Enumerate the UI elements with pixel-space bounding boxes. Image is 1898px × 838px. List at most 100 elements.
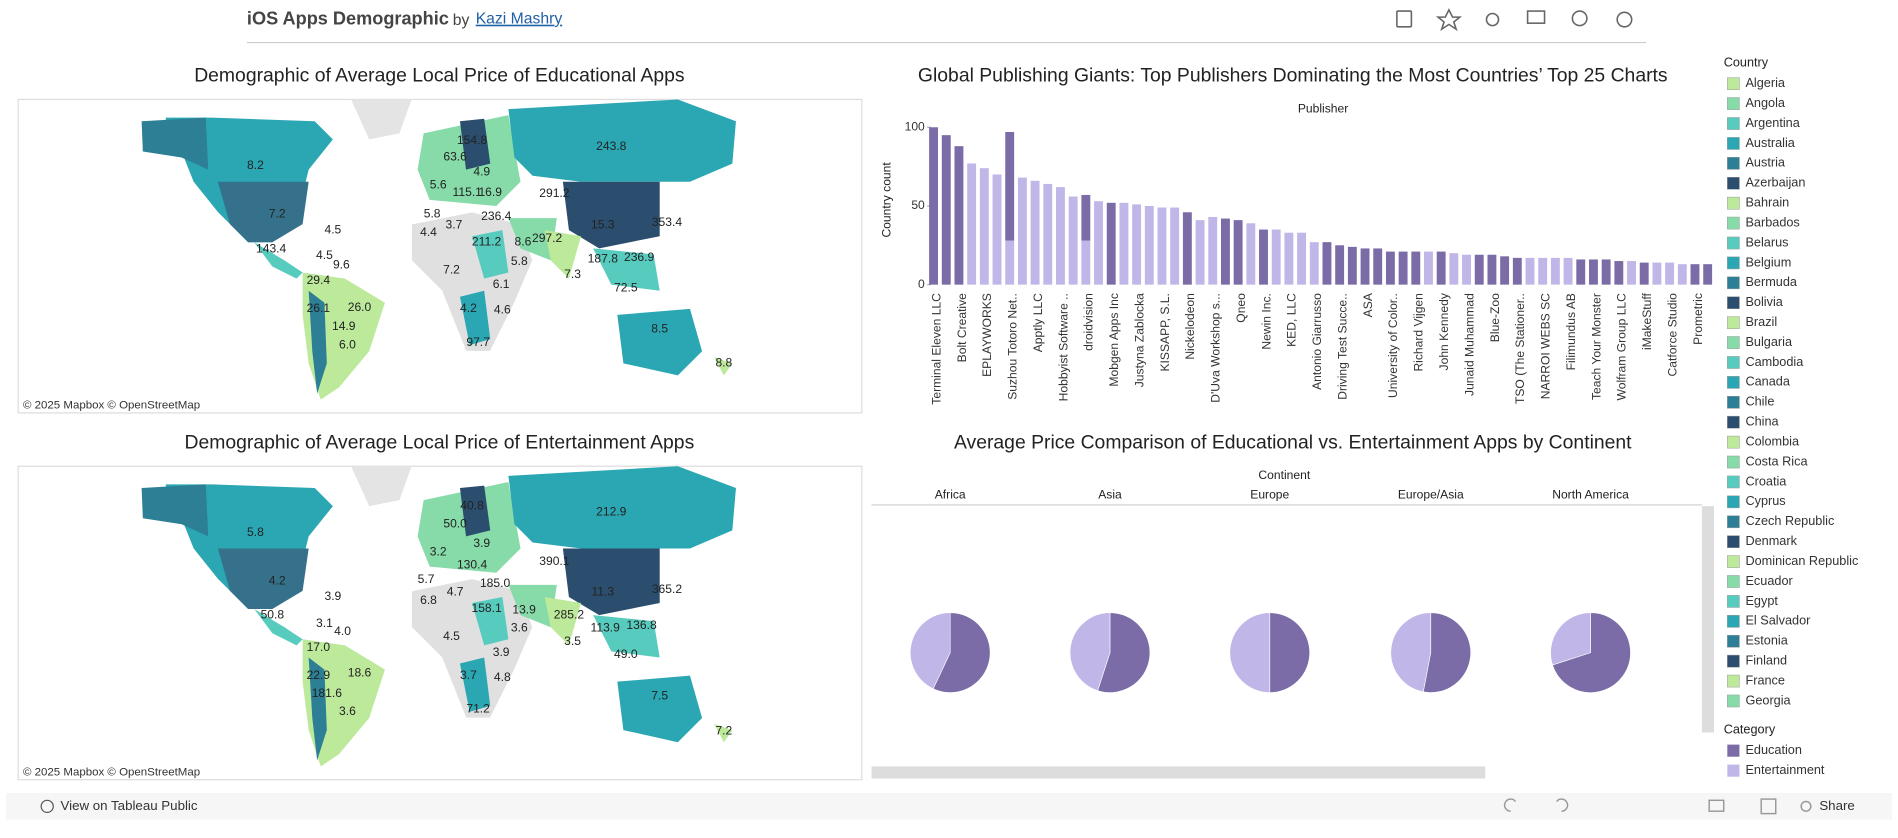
map-value-label: 5.8 — [511, 254, 528, 268]
dashboard-title: iOS Apps Demographic — [247, 8, 449, 28]
bar-segment — [929, 127, 938, 285]
legend-swatch — [1727, 316, 1740, 329]
map-value-label: 7.2 — [443, 262, 460, 276]
legend-label: Cyprus — [1745, 494, 1785, 508]
bar-segment — [1500, 256, 1510, 285]
legend-swatch — [1727, 435, 1740, 449]
map-value-label: 18.6 — [348, 665, 372, 679]
legend-label: Bolivia — [1745, 295, 1783, 309]
map-value-label: 236.4 — [481, 209, 512, 223]
x-tick-label: Antonio Giarrusso — [1310, 293, 1324, 390]
map-value-label: 6.1 — [493, 277, 510, 291]
map-value-label: 143.4 — [256, 242, 287, 256]
bar-segment — [1335, 245, 1345, 285]
map-value-label: 4.5 — [316, 248, 333, 262]
v-scrollbar[interactable] — [1701, 506, 1715, 733]
map-value-label: 212.9 — [596, 504, 627, 518]
pie-slice — [932, 612, 991, 693]
settings-icon[interactable] — [1616, 11, 1633, 28]
legend-label: Algeria — [1745, 76, 1785, 90]
redo-icon[interactable] — [1556, 798, 1569, 812]
bar-segment — [1474, 254, 1484, 285]
legend-title: Category — [1724, 722, 1776, 736]
map-value-label: 71.2 — [466, 702, 490, 716]
favorite-icon[interactable] — [1435, 8, 1463, 32]
legend-label: Azerbaijan — [1745, 176, 1805, 190]
share-icon[interactable] — [1800, 800, 1812, 812]
legend-swatch — [1727, 764, 1740, 777]
legend-label: Education — [1745, 743, 1801, 757]
bar-segment — [1056, 187, 1065, 285]
author-link[interactable]: Kazi Mashry — [476, 11, 563, 28]
bar-segment — [1652, 262, 1662, 285]
edit-icon[interactable] — [1396, 10, 1413, 28]
download-icon[interactable] — [1526, 10, 1546, 24]
map-value-label: 3.9 — [324, 589, 341, 603]
legend-swatch — [1727, 176, 1740, 190]
map-value-label: 3.1 — [316, 616, 333, 630]
device-icon[interactable] — [1708, 799, 1725, 812]
metrics-icon[interactable] — [1571, 10, 1588, 27]
pie-slice — [1069, 612, 1111, 691]
map-value-label: 8.5 — [651, 322, 668, 336]
map-value-label: 291.2 — [539, 186, 570, 200]
pie-slice — [1550, 612, 1591, 666]
legend-label: Bermuda — [1745, 275, 1797, 289]
map-value-label: 113.9 — [591, 621, 621, 635]
y-tick-label: 0 — [918, 277, 925, 291]
map-value-label: 4.5 — [324, 222, 341, 236]
y-tick-label: 100 — [905, 119, 925, 133]
x-tick-label: Teach Your Monster — [1589, 293, 1603, 400]
legend-label: Czech Republic — [1745, 514, 1835, 528]
legend-label: Entertainment — [1745, 763, 1824, 777]
map-value-label: 6.0 — [339, 337, 356, 351]
x-tick-label: University of Color.. — [1386, 293, 1400, 398]
map-value-label: 7.2 — [269, 207, 286, 221]
map-value-label: 5.6 — [430, 178, 447, 192]
map-value-label: 14.9 — [332, 319, 356, 333]
map-value-label: 49.0 — [614, 647, 638, 661]
legend-label: Finland — [1745, 654, 1787, 668]
legend-label: China — [1745, 415, 1779, 429]
h-scrollbar[interactable] — [871, 766, 1486, 779]
map-value-label: 4.4 — [420, 225, 437, 239]
bar-segment — [1081, 240, 1091, 285]
footer-icons — [1503, 798, 1812, 815]
legend-label: Georgia — [1745, 693, 1791, 707]
bar-segment — [1639, 262, 1649, 285]
bar-segment — [1385, 251, 1395, 285]
map-title: Demographic of Average Local Price of En… — [185, 431, 695, 453]
bar-segment — [967, 163, 977, 285]
x-tick-label: Apptly LLC — [1031, 293, 1045, 352]
legend-label: Cambodia — [1745, 355, 1804, 369]
x-axis-label: Publisher — [1298, 101, 1348, 115]
legend-label: Bahrain — [1745, 196, 1789, 210]
share-icon[interactable] — [1485, 12, 1500, 27]
share-button[interactable]: Share — [1819, 798, 1854, 813]
map-value-label: 3.6 — [511, 621, 528, 635]
map-panel — [17, 98, 863, 414]
x-tick-label: Driving Test Succe.. — [1335, 293, 1349, 400]
map-value-label: 4.0 — [334, 624, 351, 638]
bar-segment — [1220, 218, 1230, 285]
map-value-label: 50.8 — [261, 607, 285, 621]
map-value-label: 285.2 — [554, 607, 585, 621]
bar-segment — [979, 168, 989, 285]
map-value-label: 26.1 — [307, 301, 331, 315]
view-on-tableau[interactable]: View on Tableau Public — [61, 798, 198, 813]
x-tick-label: TSO (The Stationer.. — [1513, 293, 1527, 404]
bar-segment — [954, 146, 964, 285]
map-value-label: 243.8 — [596, 139, 627, 153]
x-tick-label: Mobgen Apps Inc — [1107, 293, 1121, 386]
map-value-label: 8.8 — [715, 356, 732, 370]
bar-segment — [1627, 261, 1636, 285]
bar-segment — [1449, 253, 1459, 285]
bar-segment — [1601, 259, 1611, 285]
undo-icon[interactable] — [1503, 798, 1517, 812]
legend-label: Ecuador — [1745, 574, 1793, 588]
bar-segment — [1233, 220, 1243, 285]
legend-label: Costa Rica — [1745, 454, 1808, 468]
bar-segment — [1690, 264, 1700, 285]
fullscreen-icon[interactable] — [1760, 798, 1777, 815]
bar-segment — [1208, 216, 1218, 285]
